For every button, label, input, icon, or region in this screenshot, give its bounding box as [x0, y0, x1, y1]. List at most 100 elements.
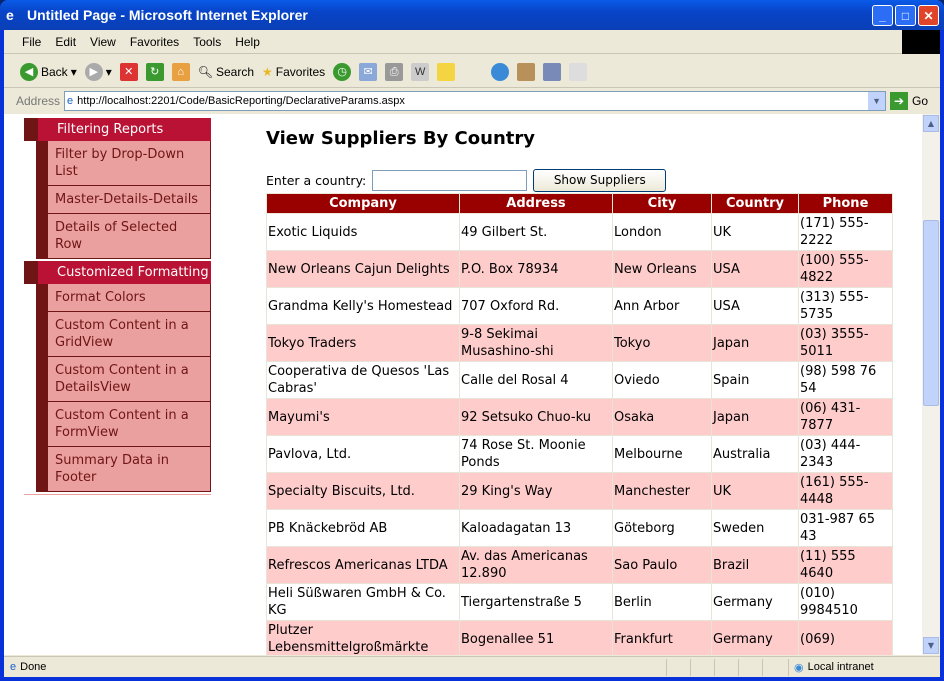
sidebar-item[interactable]: Filter by Drop-Down List: [36, 141, 211, 186]
edit-icon[interactable]: W: [411, 62, 430, 81]
cell-address: Kaloadagatan 13: [459, 509, 613, 547]
cell-phone: (171) 555-2222: [798, 213, 893, 251]
cell-country: UK: [711, 213, 799, 251]
windows-logo-icon: [902, 30, 940, 54]
cell-city: Osaka: [612, 398, 712, 436]
window-title: Untitled Page - Microsoft Internet Explo…: [27, 7, 308, 23]
discuss-icon[interactable]: [437, 62, 456, 81]
table-row: Plutzer Lebensmittelgroßmärkte Bogenallee…: [266, 620, 893, 655]
cell-city: Tokyo: [612, 324, 712, 362]
sidebar-item[interactable]: Custom Content in a FormView: [36, 402, 211, 447]
cell-city: Berlin: [612, 583, 712, 621]
menu-favorites[interactable]: Favorites: [129, 34, 180, 49]
cell-company: Refrescos Americanas LTDA: [266, 546, 460, 584]
sidebar-divider: [24, 494, 211, 495]
scroll-thumb[interactable]: [923, 220, 939, 406]
table-row: Mayumi's 92 Setsuko Chuo-ku Osaka Japan (06)…: [266, 398, 893, 436]
menu-edit[interactable]: Edit: [55, 34, 77, 49]
cell-country: Germany: [711, 620, 799, 655]
stop-icon[interactable]: ✕: [119, 62, 138, 81]
cell-phone: (313) 555-5735: [798, 287, 893, 325]
sidebar-item[interactable]: Summary Data in Footer: [36, 447, 211, 492]
minimize-button[interactable]: _: [872, 5, 893, 26]
address-url: http://localhost:2201/Code/BasicReportin…: [77, 95, 405, 107]
address-input[interactable]: e http://localhost:2201/Code/BasicReport…: [64, 91, 887, 111]
refresh-icon[interactable]: ↻: [145, 62, 164, 81]
mail-icon[interactable]: ✉: [359, 62, 378, 81]
column-header-city: City: [612, 193, 712, 214]
close-button[interactable]: ✕: [918, 5, 939, 26]
home-icon[interactable]: ⌂: [171, 62, 190, 81]
messenger-icon[interactable]: [491, 62, 510, 81]
cell-country: Spain: [711, 361, 799, 399]
history-icon[interactable]: ◷: [333, 62, 352, 81]
table-row: Refrescos Americanas LTDA Av. das America…: [266, 546, 893, 584]
menu-tools[interactable]: Tools: [193, 34, 222, 49]
go-arrow-icon: ➔: [890, 92, 909, 110]
cell-phone: (03) 3555-5011: [798, 324, 893, 362]
cell-company: PB Knäckebröd AB: [266, 509, 460, 547]
cell-city: New Orleans: [612, 250, 712, 288]
vertical-scrollbar[interactable]: ▲ ▼: [922, 114, 940, 655]
table-row: New Orleans Cajun Delights P.O. Box 78934…: [266, 250, 893, 288]
table-row: Specialty Biscuits, Ltd. 29 King's Way Man…: [266, 472, 893, 510]
research-icon[interactable]: [517, 62, 536, 81]
cell-company: Grandma Kelly's Homestead: [266, 287, 460, 325]
sidebar-header-customized-formatting[interactable]: Customized Formatting: [24, 261, 211, 284]
cell-company: Mayumi's: [266, 398, 460, 436]
page-done-icon: e: [10, 661, 17, 673]
cell-city: Manchester: [612, 472, 712, 510]
cell-address: 92 Setsuko Chuo-ku: [459, 398, 613, 436]
show-suppliers-button[interactable]: Show Suppliers: [533, 168, 667, 192]
sidebar-item[interactable]: Format Colors: [36, 284, 211, 312]
sidebar-header-filtering-reports[interactable]: Filtering Reports: [24, 118, 211, 141]
cell-phone: (100) 555-4822: [798, 250, 893, 288]
cell-city: Ann Arbor: [612, 287, 712, 325]
title-bar: e Untitled Page - Microsoft Internet Exp…: [0, 0, 944, 30]
cell-address: 49 Gilbert St.: [459, 213, 613, 251]
ie-icon: e: [6, 7, 14, 23]
sidebar-item[interactable]: Custom Content in a GridView: [36, 312, 211, 357]
sidebar-menu: Filtering Reports Filter by Drop-Down Li…: [24, 118, 211, 495]
country-input[interactable]: [372, 169, 528, 191]
back-arrow-icon: ◀: [20, 62, 38, 81]
go-button[interactable]: ➔ Go: [890, 92, 928, 110]
cell-country: Sweden: [711, 509, 799, 547]
cell-phone: (069): [798, 620, 893, 655]
sidebar-item[interactable]: Custom Content in a DetailsView: [36, 357, 211, 402]
cell-company: Heli Süßwaren GmbH & Co. KG: [266, 583, 460, 621]
cell-country: USA: [711, 287, 799, 325]
scroll-down-button[interactable]: ▼: [923, 637, 939, 654]
extension-icon[interactable]: [569, 62, 588, 81]
cell-company: Pavlova, Ltd.: [266, 435, 460, 473]
favorites-button[interactable]: ★ Favorites: [262, 64, 326, 79]
search-button[interactable]: 🔍︎ Search: [197, 64, 255, 79]
column-header-phone: Phone: [798, 193, 893, 214]
sidebar-item[interactable]: Details of Selected Row: [36, 214, 211, 259]
sidebar-item[interactable]: Master-Details-Details: [36, 186, 211, 214]
tool-icon[interactable]: [543, 62, 562, 81]
forward-button[interactable]: ▶ ▾: [84, 62, 112, 81]
address-bar: Address e http://localhost:2201/Code/Bas…: [4, 89, 940, 113]
cell-phone: (010) 9984510: [798, 583, 893, 621]
cell-phone: (98) 598 76 54: [798, 361, 893, 399]
table-row: Cooperativa de Quesos 'Las Cabras' Calle …: [266, 361, 893, 399]
menu-file[interactable]: File: [22, 34, 42, 49]
scroll-up-button[interactable]: ▲: [923, 115, 939, 132]
maximize-button[interactable]: □: [895, 5, 916, 26]
cell-company: Specialty Biscuits, Ltd.: [266, 472, 460, 510]
cell-address: 29 King's Way: [459, 472, 613, 510]
cell-address: Calle del Rosal 4: [459, 361, 613, 399]
cell-address: 74 Rose St. Moonie Ponds: [459, 435, 613, 473]
menu-view[interactable]: View: [90, 34, 116, 49]
status-bar: e Done ◉ Local intranet: [4, 656, 940, 677]
back-button[interactable]: ◀ Back ▾: [20, 62, 77, 81]
cell-city: Oviedo: [612, 361, 712, 399]
address-dropdown[interactable]: ▼: [868, 92, 886, 110]
cell-country: Brazil: [711, 546, 799, 584]
print-icon[interactable]: ⎙: [385, 62, 404, 81]
table-row: Tokyo Traders 9-8 Sekimai Musashino-shi To…: [266, 324, 893, 362]
menu-help[interactable]: Help: [235, 34, 260, 49]
table-row: Grandma Kelly's Homestead 707 Oxford Rd. A…: [266, 287, 893, 325]
page-icon: e: [67, 95, 74, 107]
